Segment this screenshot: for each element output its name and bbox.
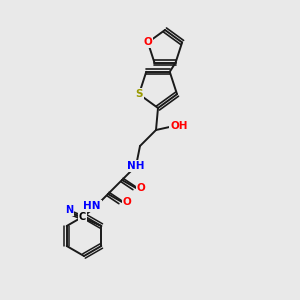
Text: O: O	[136, 183, 146, 193]
Text: NH: NH	[127, 161, 145, 171]
Text: C: C	[79, 212, 86, 222]
Text: N: N	[65, 205, 74, 215]
Text: OH: OH	[170, 121, 188, 131]
Text: S: S	[135, 89, 143, 99]
Text: O: O	[123, 197, 131, 207]
Text: O: O	[143, 38, 152, 47]
Text: HN: HN	[83, 201, 101, 211]
